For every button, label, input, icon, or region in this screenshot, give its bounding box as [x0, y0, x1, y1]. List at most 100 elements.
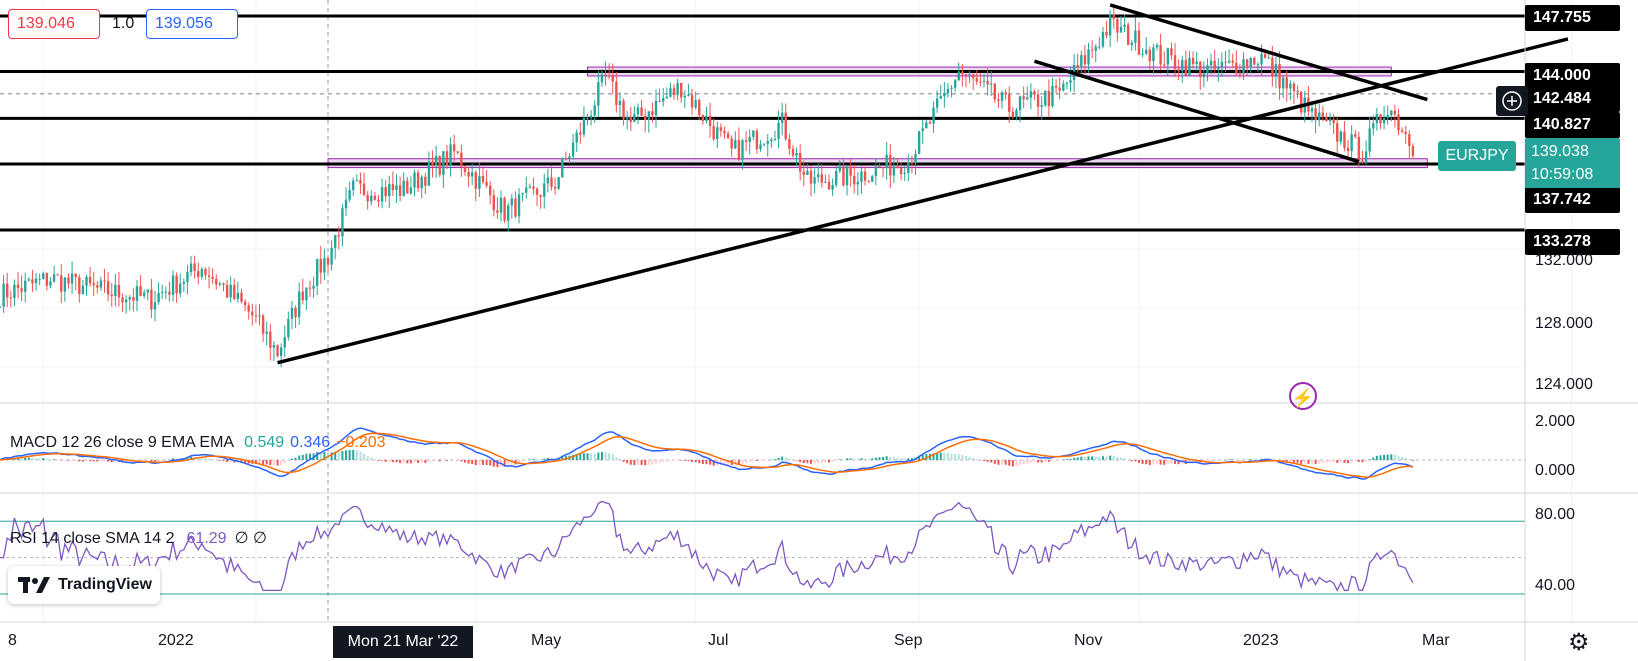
candle-body: [341, 208, 344, 237]
candle-body: [146, 289, 149, 293]
candle-body: [698, 100, 701, 115]
macd-hist-bar: [1343, 460, 1346, 463]
macd-label: MACD 12 26 close 9 EMA EMA: [10, 434, 235, 451]
macd-hist-bar: [92, 460, 95, 462]
macd-hist-bar: [89, 460, 92, 462]
macd-hist-bar: [363, 453, 366, 460]
candle-body: [359, 180, 362, 184]
candle-body: [63, 277, 67, 292]
time-label-2022: 2022: [158, 632, 194, 649]
macd-hist-bar: [1300, 460, 1303, 464]
macd-hist-bar: [572, 454, 575, 460]
candle-body: [1137, 30, 1141, 55]
candle-body: [20, 288, 23, 292]
candle-body: [139, 286, 142, 296]
macd-hist-bar: [226, 460, 229, 462]
macd-hist-bar: [1004, 460, 1007, 465]
candle-body: [269, 331, 272, 348]
candle-body: [236, 292, 240, 299]
macd-hist-bar: [759, 460, 762, 461]
macd-hist-bar: [1116, 456, 1119, 460]
macd-hist-bar: [1256, 459, 1259, 460]
macd-hist-bar: [301, 454, 304, 460]
macd-hist-bar: [608, 452, 611, 460]
macd-legend[interactable]: MACD 12 26 close 9 EMA EMA 0.549 0.346 −0.2…: [10, 434, 386, 452]
candle-body: [543, 183, 546, 197]
candle-body: [294, 307, 297, 318]
bid-price-box[interactable]: 139.046: [8, 9, 100, 39]
candle-body: [618, 100, 622, 106]
candle-body: [993, 83, 997, 100]
candle-body: [56, 274, 59, 276]
tradingview-logo-text: TradingView: [58, 576, 152, 593]
candle-body: [928, 122, 932, 124]
macd-hist-bar: [546, 457, 549, 460]
candle-body: [1126, 24, 1130, 45]
candle-body: [1069, 80, 1072, 83]
price-tick-132: 132.000: [1535, 252, 1593, 269]
candle-body: [211, 276, 214, 279]
candle-body: [1332, 119, 1335, 124]
candle-body: [272, 345, 276, 348]
macd-hist-bar: [492, 460, 495, 467]
macd-hist-bar: [896, 457, 899, 460]
candle-body: [1408, 134, 1411, 146]
lightning-icon[interactable]: ⚡: [1289, 382, 1317, 410]
candle-body: [1119, 26, 1123, 33]
macd-hist-bar: [597, 452, 600, 460]
macd-hist-bar: [305, 453, 308, 460]
candle-body: [204, 268, 207, 276]
candle-body: [593, 105, 596, 116]
price-candles: [0, 5, 1415, 368]
candle-body: [431, 161, 434, 166]
macd-hist-bar: [795, 460, 798, 461]
macd-hist-bar: [1159, 460, 1162, 465]
macd-hist-bar: [983, 460, 985, 462]
candle-body: [13, 284, 16, 299]
candle-body: [701, 114, 705, 122]
candle-body: [971, 74, 975, 79]
macd-hist-bar: [701, 460, 704, 465]
candle-body: [1245, 59, 1249, 68]
macd-hist-bar: [997, 460, 1000, 465]
trendline-2: [1033, 59, 1360, 164]
gear-icon[interactable]: ⚙: [1568, 629, 1590, 656]
candle-body: [1346, 147, 1350, 152]
candle-body: [413, 172, 416, 188]
plus-circle-icon[interactable]: [1496, 86, 1528, 116]
last-price-value: 139.038: [1531, 143, 1589, 160]
macd-hist-bar: [85, 460, 88, 462]
macd-hist-bar: [1073, 457, 1076, 460]
candle-body: [1094, 46, 1097, 51]
candle-body: [1065, 82, 1069, 84]
candle-body: [377, 199, 380, 202]
candle-body: [1393, 110, 1397, 115]
macd-hist-bar: [110, 460, 113, 463]
macd-line: [0, 427, 1414, 480]
candle-body: [932, 107, 935, 124]
rsi-legend[interactable]: RSI 14 close SMA 14 2 61.29 ∅ ∅: [10, 528, 267, 548]
candle-body: [150, 289, 153, 310]
candle-body: [1274, 64, 1278, 76]
macd-hist-bar: [1026, 460, 1029, 464]
candle-body: [1144, 49, 1148, 54]
ask-price-box[interactable]: 139.056: [146, 9, 238, 39]
candle-body: [1328, 119, 1332, 122]
candle-body: [1015, 110, 1018, 118]
tradingview-logo[interactable]: TradingView: [8, 566, 160, 604]
candle-body: [261, 315, 265, 334]
candle-body: [456, 151, 459, 153]
macd-hist-bar: [503, 460, 506, 467]
symbol-tag[interactable]: EURJPY: [1438, 141, 1516, 171]
macd-hist-bar: [892, 457, 895, 460]
candle-body: [1321, 112, 1325, 117]
macd-hist-bar: [35, 457, 38, 460]
macd-hist-bar: [741, 460, 744, 464]
macd-hist-bar: [748, 460, 751, 462]
candle-body: [1029, 91, 1033, 98]
candle-body: [1026, 97, 1029, 100]
candle-body: [777, 122, 780, 140]
candle-body: [315, 259, 319, 286]
